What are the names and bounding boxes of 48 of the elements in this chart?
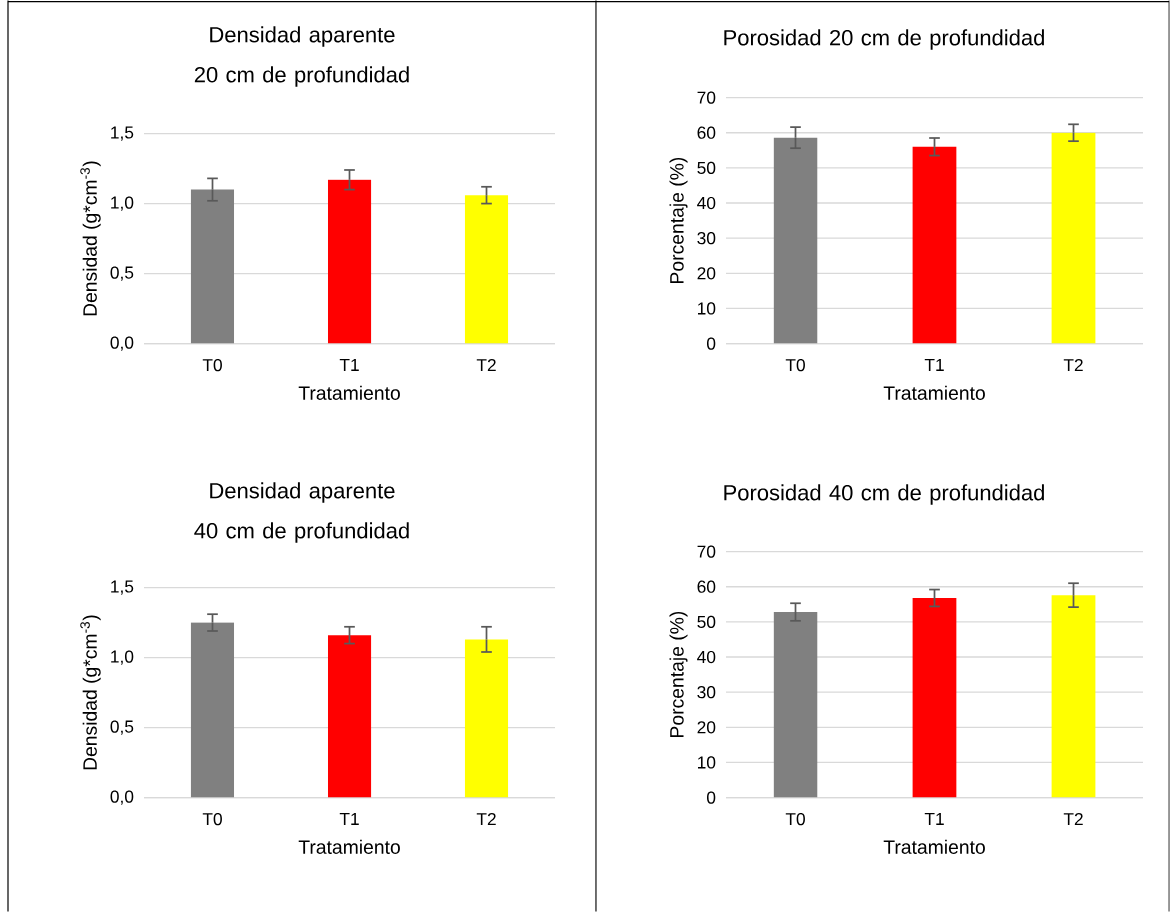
x-tick-label: T0 (202, 358, 222, 372)
y-tick-label: 10 (698, 302, 716, 315)
chart-title: Densidad aparente 40 cm de profundidad (194, 482, 409, 543)
y-axis-title: Densidad (g*cm$^{-3}$) (80, 615, 101, 770)
x-tick-label: T2 (476, 358, 496, 371)
y-tick-label: 1,5 (111, 126, 134, 141)
y-tick-label: 70 (697, 91, 716, 104)
y-axis-title: Porcentaje (%) (669, 611, 688, 737)
x-tick-label: T0 (785, 812, 805, 826)
y-tick-label: 0,0 (110, 790, 134, 805)
y-tick-label: 20 (697, 721, 716, 734)
x-tick-label: T2 (1063, 812, 1083, 825)
chart-title: Porosidad 40 cm de profundidad (724, 484, 1044, 505)
y-tick-label: 0 (706, 337, 716, 350)
y-tick-label: 0 (706, 791, 716, 804)
x-tick-label: T2 (1063, 358, 1083, 371)
x-tick-label: T1 (924, 812, 944, 825)
y-axis-title: Porcentaje (%) (669, 157, 688, 283)
y-tick-label: 0,5 (110, 266, 134, 281)
y-tick-label: 40 (697, 650, 716, 664)
y-axis-title: Densidad (g*cm$^{-3}$) (80, 161, 101, 316)
y-tick-label: 40 (697, 196, 716, 210)
y-tick-label: 60 (697, 580, 716, 593)
x-axis-title: Tratamiento (883, 839, 985, 854)
x-tick-label: T0 (785, 358, 805, 372)
y-tick-label: 30 (697, 231, 716, 245)
x-axis-title: Tratamiento (298, 839, 400, 854)
x-axis-title: Tratamiento (883, 385, 985, 400)
chart-title: Porosidad 20 cm de profundidad (724, 29, 1044, 50)
x-tick-label: T1 (339, 358, 359, 371)
y-tick-label: 50 (697, 161, 716, 174)
y-tick-label: 10 (698, 756, 716, 769)
y-tick-label: 60 (697, 126, 716, 139)
x-tick-label: T2 (476, 812, 496, 825)
y-tick-label: 1,0 (111, 196, 134, 211)
y-tick-label: 50 (697, 615, 716, 628)
x-tick-label: T1 (339, 812, 359, 825)
x-tick-label: T0 (202, 812, 222, 826)
x-tick-label: T1 (924, 358, 944, 371)
y-tick-label: 0,5 (110, 720, 134, 735)
y-tick-label: 30 (697, 685, 716, 699)
y-tick-label: 0,0 (110, 336, 134, 351)
y-tick-label: 1,0 (111, 650, 134, 665)
x-axis-title: Tratamiento (298, 385, 400, 400)
y-tick-label: 1,5 (111, 580, 134, 595)
y-tick-label: 70 (697, 545, 716, 558)
chart-title: Densidad aparente 20 cm de profundidad (194, 26, 409, 87)
y-tick-label: 20 (697, 267, 716, 280)
